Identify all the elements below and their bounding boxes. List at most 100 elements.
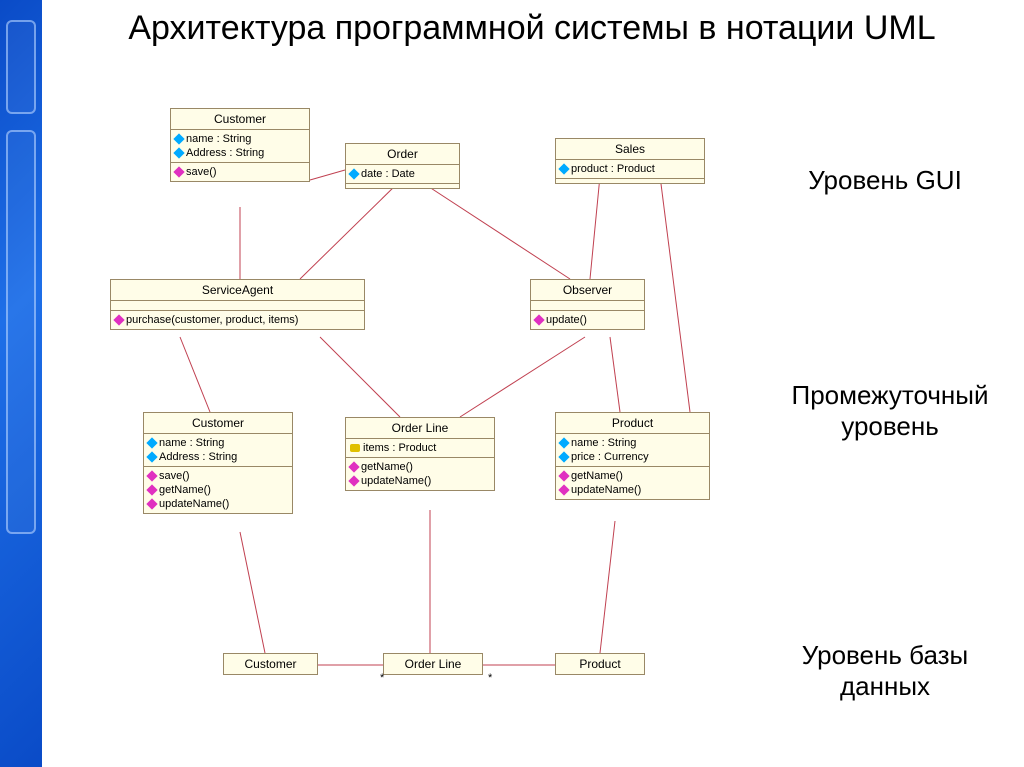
attributes-section: items : Product bbox=[346, 439, 494, 458]
edge-observer-mid_orderline bbox=[460, 337, 585, 417]
class-mid_customer: Customer name : String Address : String sav… bbox=[143, 412, 293, 514]
operation-text: save() bbox=[186, 166, 217, 178]
level-label-db: Уровень базы данных bbox=[760, 640, 1010, 702]
operation-icon bbox=[146, 498, 157, 509]
operation-icon bbox=[348, 475, 359, 486]
operation-icon bbox=[113, 314, 124, 325]
edge-gui_customer-gui_order bbox=[310, 170, 345, 180]
attribute-row: date : Date bbox=[350, 167, 455, 181]
attribute-icon bbox=[558, 451, 569, 462]
operation-row: save() bbox=[175, 165, 305, 179]
attributes-section: date : Date bbox=[346, 165, 459, 184]
page-title: Архитектура программной системы в нотаци… bbox=[60, 8, 1004, 49]
operations-section: getName() updateName() bbox=[556, 467, 709, 499]
attribute-row: name : String bbox=[148, 436, 288, 450]
attributes-section: name : String Address : String bbox=[144, 434, 292, 467]
operation-row: getName() bbox=[560, 469, 705, 483]
operation-row: purchase(customer, product, items) bbox=[115, 313, 360, 327]
attribute-icon bbox=[146, 437, 157, 448]
edge-gui_sales-observer bbox=[590, 176, 600, 279]
class-name: Order Line bbox=[384, 654, 482, 674]
operations-section: save()getName()updateName() bbox=[144, 467, 292, 513]
class-mid_product: Product name : String price : Currency getN… bbox=[555, 412, 710, 500]
class-gui_order: Order date : Date bbox=[345, 143, 460, 189]
operation-text: getName() bbox=[571, 470, 623, 482]
class-name: Order Line bbox=[346, 418, 494, 439]
attribute-text: price : Currency bbox=[571, 451, 649, 463]
class-gui_customer: Customername : StringAddress : Stringsav… bbox=[170, 108, 310, 182]
multiplicity-label: * bbox=[488, 672, 492, 684]
edge-gui_sales-mid_product bbox=[660, 176, 690, 412]
attribute-icon bbox=[173, 133, 184, 144]
operation-row: updateName() bbox=[560, 483, 705, 497]
operations-section bbox=[556, 179, 704, 183]
operations-section: update() bbox=[531, 311, 644, 329]
attributes-section: product : Product bbox=[556, 160, 704, 179]
level-label-gui: Уровень GUI bbox=[760, 165, 1010, 196]
class-name: Order bbox=[346, 144, 459, 165]
class-db_product: Product bbox=[555, 653, 645, 675]
attribute-row: product : Product bbox=[560, 162, 700, 176]
attribute-icon bbox=[348, 168, 359, 179]
attribute-row: price : Currency bbox=[560, 450, 705, 464]
operation-icon bbox=[533, 314, 544, 325]
decorative-left-border bbox=[0, 0, 42, 767]
class-name: Customer bbox=[224, 654, 317, 674]
edge-svc_agent-mid_orderline bbox=[320, 337, 400, 417]
class-db_orderline: Order Line bbox=[383, 653, 483, 675]
attribute-row: Address : String bbox=[148, 450, 288, 464]
operations-section: save() bbox=[171, 163, 309, 181]
class-observer: Observer update() bbox=[530, 279, 645, 330]
operation-text: update() bbox=[546, 314, 587, 326]
attribute-text: date : Date bbox=[361, 168, 415, 180]
operation-row: updateName() bbox=[148, 497, 288, 511]
operation-icon bbox=[173, 166, 184, 177]
operation-text: getName() bbox=[159, 484, 211, 496]
attribute-row: items : Product bbox=[350, 441, 490, 455]
class-name: Customer bbox=[144, 413, 292, 434]
operation-text: updateName() bbox=[361, 475, 431, 487]
attributes-section bbox=[531, 301, 644, 311]
class-name: ServiceAgent bbox=[111, 280, 364, 301]
attribute-text: name : String bbox=[186, 133, 251, 145]
attribute-text: name : String bbox=[159, 437, 224, 449]
operation-icon bbox=[558, 470, 569, 481]
operations-section: getName()updateName() bbox=[346, 458, 494, 490]
attribute-icon bbox=[173, 147, 184, 158]
edge-mid_product-db_product bbox=[600, 521, 615, 653]
attribute-text: Address : String bbox=[186, 147, 264, 159]
operation-row: save() bbox=[148, 469, 288, 483]
operation-icon bbox=[146, 470, 157, 481]
attribute-icon bbox=[146, 451, 157, 462]
class-db_customer: Customer bbox=[223, 653, 318, 675]
operation-text: updateName() bbox=[571, 484, 641, 496]
operation-icon bbox=[558, 484, 569, 495]
class-name: Product bbox=[556, 654, 644, 674]
attribute-text: Address : String bbox=[159, 451, 237, 463]
class-gui_sales: Sales product : Product bbox=[555, 138, 705, 184]
class-name: Sales bbox=[556, 139, 704, 160]
operation-icon bbox=[146, 484, 157, 495]
edge-svc_agent-mid_customer bbox=[180, 337, 210, 412]
operation-row: update() bbox=[535, 313, 640, 327]
edge-gui_order-observer bbox=[420, 181, 570, 279]
attribute-icon bbox=[558, 437, 569, 448]
attribute-row: name : String bbox=[175, 132, 305, 146]
class-name: Product bbox=[556, 413, 709, 434]
key-icon bbox=[350, 444, 360, 452]
class-name: Observer bbox=[531, 280, 644, 301]
attribute-text: name : String bbox=[571, 437, 636, 449]
edge-mid_customer-db_customer bbox=[240, 532, 265, 653]
attributes-section: name : String Address : String bbox=[171, 130, 309, 163]
operation-row: getName() bbox=[350, 460, 490, 474]
attributes-section: name : String price : Currency bbox=[556, 434, 709, 467]
edge-observer-mid_product bbox=[610, 337, 620, 412]
operations-section bbox=[346, 184, 459, 188]
class-svc_agent: ServiceAgent purchase(customer, product, … bbox=[110, 279, 365, 330]
operation-row: getName() bbox=[148, 483, 288, 497]
operation-row: updateName() bbox=[350, 474, 490, 488]
multiplicity-label: * bbox=[380, 672, 384, 684]
operation-icon bbox=[348, 461, 359, 472]
class-mid_orderline: Order Line items : Product getName()update… bbox=[345, 417, 495, 491]
attribute-row: name : String bbox=[560, 436, 705, 450]
